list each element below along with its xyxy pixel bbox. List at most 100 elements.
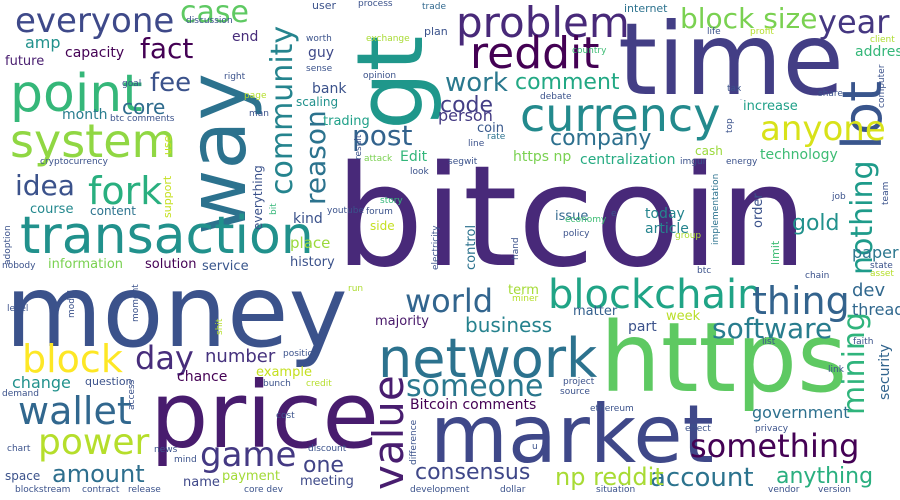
word-block-size: block size (680, 2, 818, 35)
word-miner: miner (512, 294, 539, 304)
word-life: life (707, 27, 721, 37)
word-goal: goal (122, 79, 142, 89)
word-contract: contract (82, 485, 120, 495)
word-discount: discount (308, 444, 347, 454)
word-thing: thing (752, 279, 850, 323)
word-chance: chance (177, 369, 228, 385)
word-run: run (348, 284, 364, 294)
word-difference: difference (409, 419, 419, 465)
word-electricity: electricity (431, 225, 441, 270)
word-name: name (183, 475, 220, 490)
word-country: country (572, 46, 607, 56)
word-thread: thread (852, 300, 900, 319)
word-part: part (628, 319, 657, 335)
word-segwit: segwit (448, 157, 478, 167)
word-blockstream: blockstream (15, 485, 71, 495)
word-faith: faith (853, 337, 874, 347)
word-worth: worth (306, 34, 332, 44)
word-government: government (752, 403, 850, 422)
word-wallet: wallet (18, 389, 132, 433)
word-effect: effect (685, 424, 711, 434)
word-everything: everything (251, 165, 265, 230)
word-privacy: privacy (755, 424, 789, 434)
word-meeting: meeting (300, 474, 354, 489)
word-https-np: https np (513, 149, 572, 165)
word-increase: increase (743, 99, 798, 114)
word-one: one (303, 453, 344, 478)
word-business: business (465, 313, 553, 337)
word-situation: situation (596, 485, 636, 495)
word-trade: trade (422, 2, 446, 12)
word-future: future (5, 54, 45, 69)
word-ethereum: ethereum (590, 404, 634, 414)
word-moment: moment (131, 284, 141, 322)
word-mind: mind (174, 455, 197, 465)
word-nobody: nobody (2, 261, 36, 271)
word-bit: bit (269, 203, 279, 215)
word-np-reddit: np reddit (555, 463, 664, 491)
word-stuff: stuff (740, 100, 743, 101)
word-energy: energy (726, 157, 758, 167)
word-development: development (410, 485, 470, 495)
word-cryptocurrency: cryptocurrency (40, 157, 108, 167)
word-system: system (10, 114, 177, 168)
word-trading: trading (323, 114, 370, 129)
word-hand: hand (511, 237, 521, 260)
word-version: version (818, 485, 851, 495)
word-example: example (256, 365, 312, 380)
word-economy: economy (565, 215, 607, 225)
word-day: day (135, 339, 194, 377)
word-implementation: implementation (711, 173, 721, 245)
word-opinion: opinion (363, 71, 397, 81)
word-matter: matter (573, 304, 618, 319)
word-page: page (244, 91, 267, 101)
word-everyone: everyone (15, 1, 175, 41)
word-month: month (62, 107, 108, 123)
word-process: process (358, 0, 393, 9)
word-account: account (650, 463, 754, 493)
word-side: side (370, 219, 395, 233)
word-access: access (127, 379, 137, 410)
word-money: money (5, 253, 348, 370)
word-tax: tax (727, 84, 742, 94)
word-cost: cost (276, 411, 295, 421)
word-bunch: bunch (263, 379, 291, 389)
word-problem: problem (456, 0, 630, 47)
word-point: point (10, 64, 143, 124)
word-technology: technology (760, 147, 838, 163)
word-model: model (67, 289, 77, 318)
word-core: core (122, 95, 166, 119)
word-time: time (618, 1, 844, 118)
word-place: place (290, 234, 331, 252)
word-consensus: consensus (415, 460, 531, 485)
word-course: course (30, 202, 74, 217)
word-news: news (154, 445, 178, 455)
word-kind: kind (293, 211, 323, 227)
word-cash: cash (695, 144, 723, 158)
word-gold: gold (792, 211, 840, 236)
word-payment: payment (222, 469, 280, 484)
word-scaling: scaling (296, 95, 339, 109)
word-debate: debate (540, 92, 572, 102)
word-work: work (445, 68, 508, 98)
word-btc: btc (697, 266, 712, 276)
word-person: person (438, 106, 493, 125)
word-attack: attack (364, 154, 393, 164)
word-order: order (751, 193, 766, 228)
word-amount: amount (52, 460, 145, 488)
word-week: week (666, 309, 701, 324)
word-team: team (881, 181, 891, 205)
word-limit: limit (769, 240, 782, 265)
word-u: u (532, 442, 538, 452)
word-look: look (410, 167, 429, 177)
word-anything: anything (776, 464, 874, 489)
word-fee: fee (150, 68, 192, 98)
word-reddit: reddit (470, 28, 600, 79)
word-comment: comment (515, 70, 620, 95)
word-today: today (645, 206, 685, 222)
word-e: e (611, 209, 617, 219)
word-address: address (855, 44, 900, 60)
word-top: top (725, 118, 735, 133)
word-list: list (762, 337, 776, 347)
word-someone: someone (406, 369, 544, 404)
